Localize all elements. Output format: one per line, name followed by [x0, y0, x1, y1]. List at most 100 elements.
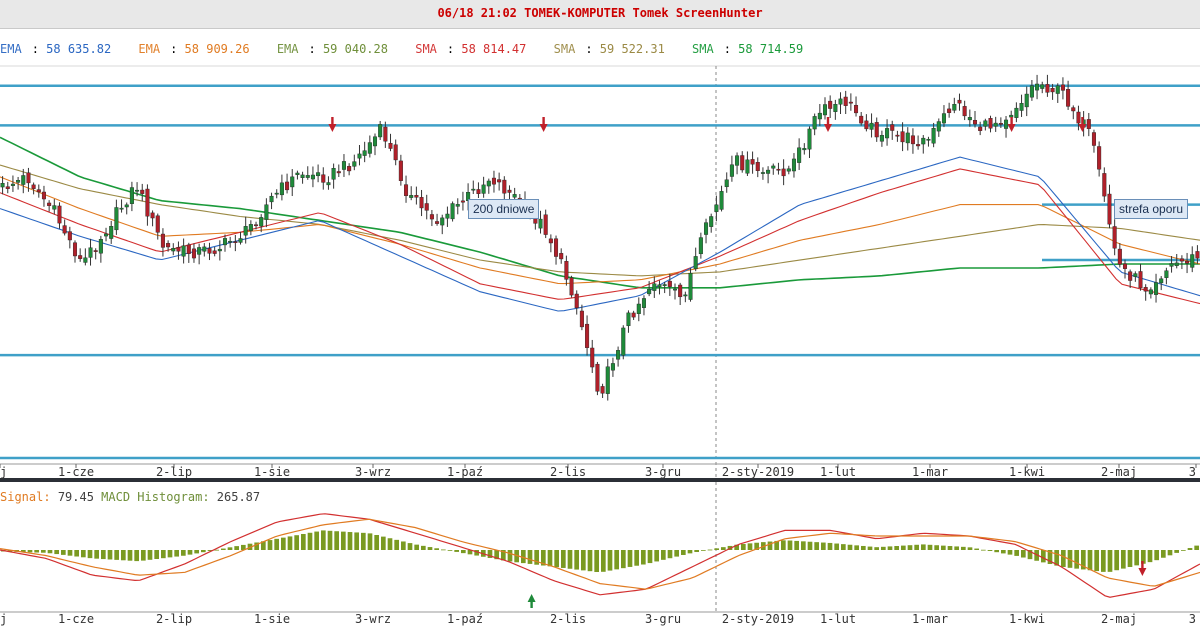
candle-body [967, 117, 972, 121]
macd-histogram-bar [207, 550, 213, 551]
candle-body [667, 280, 672, 287]
candle-body [554, 238, 559, 257]
macd-histogram-bar [974, 548, 979, 550]
candle-body [1159, 278, 1164, 284]
candle-body [88, 247, 93, 258]
indicator-legend: EMA: 58 635.82 EMA: 58 909.26 EMA: 59 04… [0, 42, 823, 60]
candle-body [724, 179, 729, 188]
macd-histogram-bar [801, 541, 806, 550]
candle-body [579, 310, 584, 328]
candle-body [0, 183, 5, 188]
macd-histogram-bar [521, 550, 526, 564]
candle-body [760, 172, 765, 174]
candle-body [72, 242, 78, 257]
macd-histogram-bar [234, 546, 239, 550]
macd-hist-label: MACD Histogram: [101, 490, 210, 504]
macd-histogram-bar [987, 550, 993, 551]
candle-body [507, 189, 512, 193]
candle-body [300, 174, 305, 178]
macd-histogram-bar [874, 547, 879, 550]
macd-histogram-bar [94, 550, 99, 559]
macd-histogram-bar [434, 548, 439, 550]
candle-body [491, 177, 496, 185]
candle-body [119, 207, 124, 210]
candle-body [222, 238, 228, 246]
macd-histogram-bar [501, 550, 506, 561]
sell-arrow-icon [539, 117, 548, 132]
candle-body [409, 195, 414, 198]
macd-histogram-bar [361, 532, 366, 550]
macd-histogram-bar [274, 538, 279, 550]
candle-body [310, 174, 315, 180]
candle-body [807, 128, 812, 150]
indicator-sma-2: SMA: 59 522.31 [553, 42, 665, 56]
macd-histogram-bar [881, 546, 886, 550]
candle-body [429, 214, 434, 220]
buy-arrow-icon [527, 594, 536, 608]
candle-body [626, 312, 631, 327]
moving-average-line [0, 176, 1200, 285]
macd-histogram-bar [1041, 550, 1046, 563]
macd-histogram-bar [281, 537, 286, 550]
candle-body [972, 119, 978, 125]
window-title: 06/18 21:02 TOMEK-KOMPUTER Tomek ScreenH… [0, 0, 1200, 29]
candle-body [212, 250, 217, 254]
macd-histogram-bar [261, 541, 266, 550]
macd-x-tick-label: 3-gru [645, 612, 681, 626]
candle-body [486, 180, 491, 187]
candle-body [357, 153, 362, 159]
candle-body [233, 241, 238, 244]
candle-body [1086, 119, 1091, 129]
macd-histogram-bar [461, 550, 466, 554]
macd-histogram-bar [1114, 550, 1119, 571]
candle-body [652, 283, 657, 291]
candle-body [10, 183, 15, 186]
macd-histogram-bar [1047, 550, 1053, 564]
macd-x-tick-label: 2-lip [156, 612, 192, 626]
candle-body [564, 261, 569, 280]
macd-histogram-bar [187, 550, 193, 555]
candle-body [471, 188, 476, 191]
candle-body [367, 142, 372, 154]
macd-signal-value: 79.45 [57, 490, 94, 504]
candle-body [797, 147, 802, 163]
indicator-sma-1: SMA: 58 814.47 [415, 42, 527, 56]
candle-body [672, 288, 678, 291]
candle-body [952, 104, 957, 111]
candle-body [828, 100, 833, 109]
x-tick-label: 2-maj [1101, 465, 1137, 479]
indicator-name: EMA [0, 42, 22, 56]
macd-x-tick-label: 1-lut [820, 612, 856, 626]
candle-body [419, 197, 424, 209]
macd-histogram-bar [1107, 550, 1113, 572]
macd-histogram-bar [107, 550, 113, 560]
candle-body [631, 312, 636, 318]
candle-body [497, 179, 502, 183]
candle-body [47, 202, 52, 206]
candle-body [1117, 248, 1122, 265]
macd-histogram-bar [121, 550, 126, 561]
candle-body [559, 253, 564, 260]
macd-histogram-bar [267, 540, 273, 550]
macd-histogram-bar [81, 550, 86, 558]
candle-body [543, 214, 548, 235]
candle-body [704, 222, 709, 235]
macd-histogram-bar [687, 550, 693, 554]
indicator-name: EMA [276, 42, 299, 56]
candle-body [455, 204, 460, 207]
macd-histogram-bar [374, 535, 379, 550]
candle-body [326, 182, 331, 186]
macd-histogram-bar [441, 549, 446, 551]
macd-histogram-bar [1194, 545, 1199, 550]
indicator-name: SMA [692, 42, 714, 56]
candle-body [104, 233, 109, 237]
macd-histogram-bar [387, 538, 393, 550]
macd-histogram-bar [61, 550, 66, 555]
candle-body [259, 217, 264, 227]
candle-body [755, 162, 760, 171]
candle-body [140, 189, 145, 194]
macd-histogram-bar [1141, 550, 1146, 564]
macd-histogram-bar [527, 550, 533, 564]
macd-histogram-bar [1181, 550, 1186, 551]
